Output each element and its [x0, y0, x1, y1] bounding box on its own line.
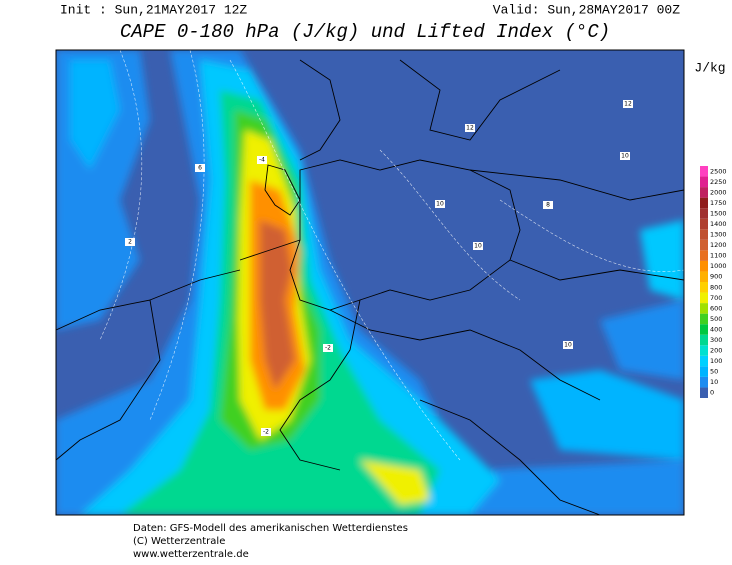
- colorbar-label: 100: [710, 357, 722, 365]
- colorbar-swatch: [700, 324, 708, 335]
- contour-label: 8: [546, 202, 550, 209]
- contour-label: 12: [624, 101, 632, 108]
- colorbar-label: 1000: [710, 262, 727, 270]
- colorbar-label: 2000: [710, 188, 727, 196]
- contour-label: 2: [128, 239, 132, 246]
- contour-label: -2: [263, 429, 269, 436]
- colorbar-label: 1500: [710, 209, 727, 217]
- colorbar-label: 300: [710, 336, 722, 344]
- colorbar-swatch: [700, 176, 708, 188]
- contour-label: 10: [436, 201, 444, 208]
- contour-label-box: [257, 156, 267, 164]
- contour-label-box: [623, 100, 633, 108]
- contour-label-box: [323, 344, 333, 352]
- map-title: CAPE 0-180 hPa (J/kg) und Lifted Index (…: [120, 21, 610, 43]
- colorbar-label: 1100: [710, 252, 727, 260]
- colorbar-swatch: [700, 229, 708, 240]
- colorbar-label: 800: [710, 283, 722, 291]
- colorbar-swatch: [700, 282, 708, 293]
- colorbar-swatch: [700, 187, 708, 198]
- map-frame: [55, 49, 685, 516]
- colorbar-swatch: [700, 355, 708, 367]
- footer-source: Daten: GFS-Modell des amerikanischen Wet…: [133, 523, 408, 534]
- colorbar-swatch: [700, 376, 708, 388]
- contour-label-box: [465, 124, 475, 132]
- unit-label: J/kg: [694, 60, 725, 75]
- contour-label: 10: [621, 153, 629, 160]
- contour-label: -2: [325, 345, 331, 352]
- contour-label-box: [435, 200, 445, 208]
- colorbar-swatch: [700, 313, 708, 325]
- colorbar-label: 1200: [710, 241, 727, 249]
- colorbar: 0 10 50 100 200 300 400 500 600 700 800 900 1000 1100…: [700, 166, 727, 398]
- valid-time: Valid: Sun,28MAY2017 00Z: [493, 2, 680, 17]
- colorbar-label: 2250: [710, 178, 727, 186]
- colorbar-swatch: [700, 366, 708, 377]
- colorbar-label: 50: [710, 368, 718, 376]
- contour-label-box: [620, 152, 630, 160]
- colorbar-swatch: [700, 239, 708, 251]
- colorbar-swatch: [700, 345, 708, 356]
- colorbar-label: 200: [710, 347, 722, 355]
- colorbar-swatch: [700, 250, 708, 261]
- colorbar-label: 10: [710, 378, 718, 386]
- colorbar-label: 1400: [710, 220, 727, 228]
- colorbar-label: 500: [710, 315, 722, 323]
- contour-label-box: [543, 201, 553, 209]
- contour-label: 12: [466, 125, 474, 132]
- colorbar-label: 1300: [710, 231, 727, 239]
- colorbar-label: 1750: [710, 199, 727, 207]
- contour-label: 10: [474, 243, 482, 250]
- colorbar-swatch: [700, 334, 708, 346]
- colorbar-swatch: [700, 197, 708, 209]
- contour-label-box: [563, 341, 573, 349]
- footer-url: www.wetterzentrale.de: [133, 549, 249, 560]
- init-time: Init : Sun,21MAY2017 12Z: [60, 2, 247, 17]
- map-area: [56, 50, 684, 515]
- colorbar-swatch: [700, 271, 708, 282]
- colorbar-label: 400: [710, 325, 722, 333]
- colorbar-swatch: [700, 260, 708, 272]
- contour-label: 6: [198, 165, 202, 172]
- contour-label: -4: [259, 157, 265, 164]
- colorbar-label: 700: [710, 294, 722, 302]
- colorbar-swatch: [700, 218, 708, 230]
- footer-copyright: (C) Wetterzentrale: [133, 536, 225, 547]
- colorbar-label: 600: [710, 304, 722, 312]
- colorbar-swatch: [700, 166, 708, 177]
- contour-label: 10: [564, 342, 572, 349]
- colorbar-label: 2500: [710, 167, 727, 175]
- colorbar-swatch: [700, 208, 708, 219]
- colorbar-swatch: [700, 303, 708, 314]
- contour-labels: -4 -2 -2 2 6 10 10 12 12 10 10 8: [125, 100, 633, 436]
- contour-label-box: [473, 242, 483, 250]
- colorbar-label: 0: [710, 389, 714, 397]
- colorbar-swatch: [700, 387, 708, 398]
- contour-label-box: [195, 164, 205, 172]
- contour-label-box: [125, 238, 135, 246]
- colorbar-label: 900: [710, 273, 722, 281]
- colorbar-swatch: [700, 292, 708, 304]
- contour-label-box: [261, 428, 271, 436]
